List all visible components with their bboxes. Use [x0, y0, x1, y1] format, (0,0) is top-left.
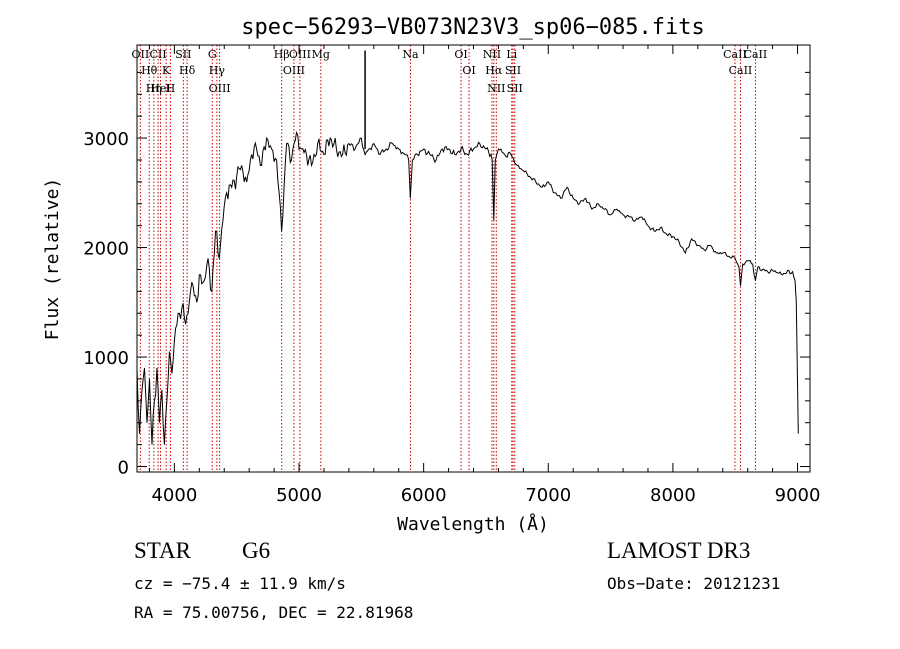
line-label-11: OIII	[209, 82, 231, 95]
x-tick-label-5000: 5000	[276, 485, 322, 506]
velocity-readout: cz = −75.4 ± 11.9 km/s	[134, 574, 346, 593]
x-tick-label-8000: 8000	[650, 485, 696, 506]
line-label-5: K	[162, 64, 171, 77]
line-label-24: SII	[507, 82, 523, 95]
line-label-25: CaII	[723, 48, 747, 61]
plot-frame	[136, 44, 811, 473]
spectrum-line-0	[136, 130, 797, 445]
line-label-0: OII	[132, 48, 150, 61]
line-label-6: H	[166, 82, 176, 95]
x-tick-label-6000: 6000	[401, 485, 447, 506]
red-edge-dropoff	[795, 302, 799, 434]
y-tick-label-0: 0	[118, 458, 129, 479]
line-label-23: SII	[505, 64, 521, 77]
line-label-13: OIII	[283, 64, 305, 77]
line-label-10: Hγ	[209, 64, 226, 77]
line-label-1: Hθ	[141, 64, 158, 77]
line-label-21: NII	[487, 82, 505, 95]
x-axis-label: Wavelength (Å)	[397, 513, 549, 535]
line-label-18: OI	[462, 64, 475, 77]
line-label-4: HeI	[150, 82, 170, 95]
y-tick-label-2000: 2000	[83, 239, 129, 260]
axis-ticks: 4000 5000 6000 7000 8000 9000 0 1000 2000 3000	[83, 45, 820, 506]
coordinates: RA = 75.00756, DEC = 22.81968	[134, 603, 414, 622]
y-tick-label-1000: 1000	[83, 348, 129, 369]
line-label-22: Li	[506, 48, 517, 61]
line-label-20: Hα	[485, 64, 503, 77]
line-label-7: SII	[175, 48, 191, 61]
line-label-27: CaII	[744, 48, 768, 61]
line-label-9: G	[208, 48, 217, 61]
subclass: G6	[242, 538, 271, 563]
y-axis-label: Flux (relative)	[42, 178, 63, 341]
line-label-16: Na	[402, 48, 419, 61]
line-label-8: Hδ	[179, 64, 196, 77]
spectrum-series-group	[136, 50, 799, 445]
object-type: STAR	[134, 538, 191, 563]
line-label-19: NII	[483, 48, 501, 61]
line-label-12: Hβ	[274, 48, 290, 61]
line-label-3: CII	[150, 48, 167, 61]
y-tick-label-3000: 3000	[83, 129, 129, 150]
line-label-26: CaII	[729, 64, 753, 77]
x-tick-label-9000: 9000	[775, 485, 821, 506]
obs-date: Obs−Date: 20121231	[607, 574, 781, 593]
line-label-17: OI	[454, 48, 467, 61]
line-label-2: Hη	[146, 82, 162, 95]
line-label-15: Mg	[312, 48, 330, 61]
chart-title: spec−56293−VB073N23V3_sp06−085.fits	[241, 15, 705, 40]
emission-line-markers	[139, 45, 756, 472]
survey-name: LAMOST DR3	[607, 538, 751, 563]
x-tick-label-4000: 4000	[151, 485, 197, 506]
x-tick-label-7000: 7000	[525, 485, 571, 506]
line-label-14: OIII	[289, 48, 311, 61]
